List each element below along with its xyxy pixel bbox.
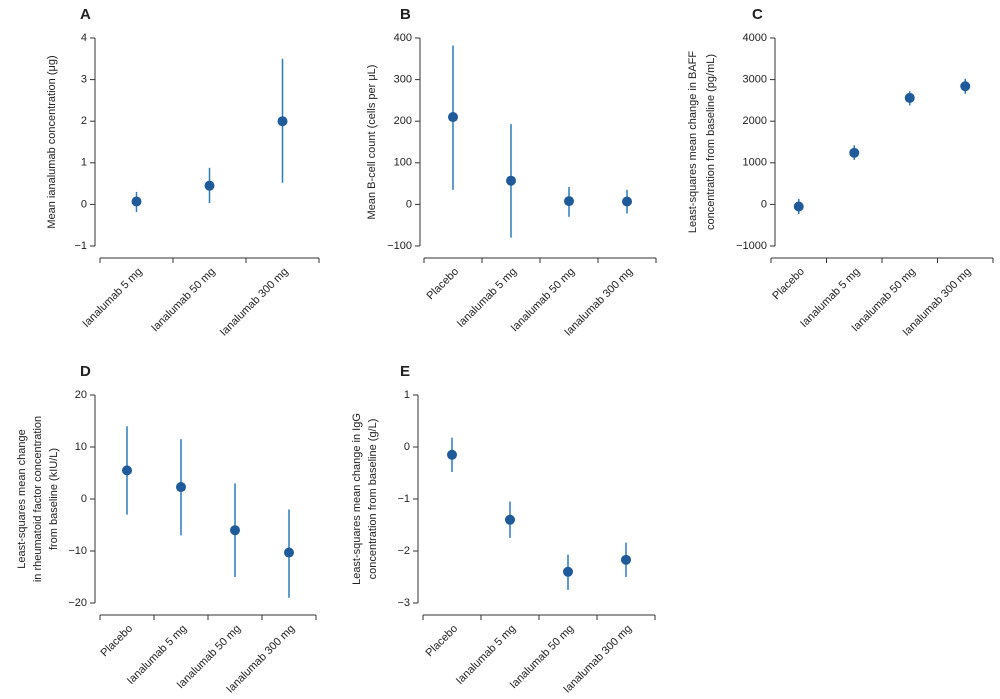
y-axis-label: from baseline (kIU/L)	[48, 448, 60, 550]
point	[277, 116, 288, 127]
y-tick-label: −20	[68, 597, 87, 609]
point	[131, 196, 142, 207]
point	[284, 547, 294, 558]
y-axis-label: Least-squares mean change	[16, 429, 28, 568]
x-tick-label: Ianalumab 50 mg	[509, 266, 578, 335]
y-tick-label: 2000	[743, 115, 767, 127]
point	[564, 196, 574, 207]
y-tick-label: 3	[81, 74, 87, 86]
point	[447, 449, 457, 460]
point	[563, 566, 573, 577]
point	[849, 147, 860, 158]
y-axis-label: in rheumatoid factor concentration	[32, 416, 44, 582]
point	[904, 92, 915, 103]
y-tick-label: 100	[394, 157, 412, 169]
panel-label: D	[80, 363, 91, 380]
y-tick-label: 400	[394, 32, 412, 44]
panel-label: A	[80, 6, 91, 23]
x-tick-label: Placebo	[425, 266, 462, 303]
point	[505, 514, 515, 525]
point	[621, 554, 631, 565]
point	[960, 81, 971, 92]
x-tick-label: Ianalumab 5 mg	[455, 266, 519, 330]
x-tick-label: Placebo	[770, 266, 807, 303]
point	[448, 112, 458, 123]
y-tick-label: −10	[68, 545, 87, 557]
y-tick-label: 200	[394, 115, 412, 127]
y-axis-label: Mean ianalumab concentration (μg)	[46, 55, 58, 228]
point	[176, 482, 186, 493]
y-tick-label: 0	[406, 198, 412, 210]
x-tick-label: Ianalumab 300 mg	[218, 266, 291, 339]
x-tick-label: Ianalumab 5 mg	[80, 266, 144, 330]
y-tick-label: −2	[397, 545, 410, 557]
y-tick-label: 300	[394, 74, 412, 86]
y-tick-label: 0	[761, 198, 767, 210]
x-tick-label: Ianalumab 50 mg	[149, 266, 218, 335]
y-tick-label: 2	[81, 115, 87, 127]
y-tick-label: 0	[81, 198, 87, 210]
y-tick-label: −1000	[736, 240, 767, 252]
y-axis-label: concentration from baseline (pg/mL)	[705, 54, 717, 230]
y-tick-label: 1	[404, 389, 410, 401]
y-axis-label: Least-squares mean change in BAFF	[687, 51, 699, 233]
y-axis-label: Mean B-cell count (cells per μL)	[366, 65, 378, 220]
y-tick-label: 4	[81, 32, 87, 44]
panel-label: B	[400, 6, 411, 23]
y-tick-label: 20	[75, 389, 87, 401]
y-tick-label: 1000	[743, 157, 767, 169]
panel-label: E	[400, 363, 410, 380]
panel-label: C	[752, 6, 763, 23]
point	[506, 175, 516, 186]
y-tick-label: −1	[397, 493, 410, 505]
x-tick-label: Ianalumab 5 mg	[454, 623, 518, 687]
x-tick-label: Placebo	[424, 623, 461, 660]
x-tick-label: Placebo	[99, 623, 136, 660]
y-tick-label: −1	[74, 240, 87, 252]
x-tick-label: Ianalumab 50 mg	[508, 623, 577, 692]
y-tick-label: 4000	[743, 32, 767, 44]
y-tick-label: 0	[81, 493, 87, 505]
y-tick-label: 0	[404, 441, 410, 453]
x-tick-label: Ianalumab 5 mg	[798, 266, 862, 330]
y-tick-label: −100	[387, 240, 412, 252]
point	[793, 201, 804, 212]
y-tick-label: −3	[397, 597, 410, 609]
point	[230, 525, 240, 536]
point	[622, 196, 632, 207]
y-tick-label: 10	[75, 441, 87, 453]
y-tick-label: 1	[81, 157, 87, 169]
point	[122, 465, 132, 476]
point	[204, 180, 215, 191]
y-axis-label: Least-squares mean change in IgG	[351, 413, 363, 585]
y-axis-label: concentration from baseline (g/L)	[367, 419, 379, 580]
y-tick-label: 3000	[743, 74, 767, 86]
